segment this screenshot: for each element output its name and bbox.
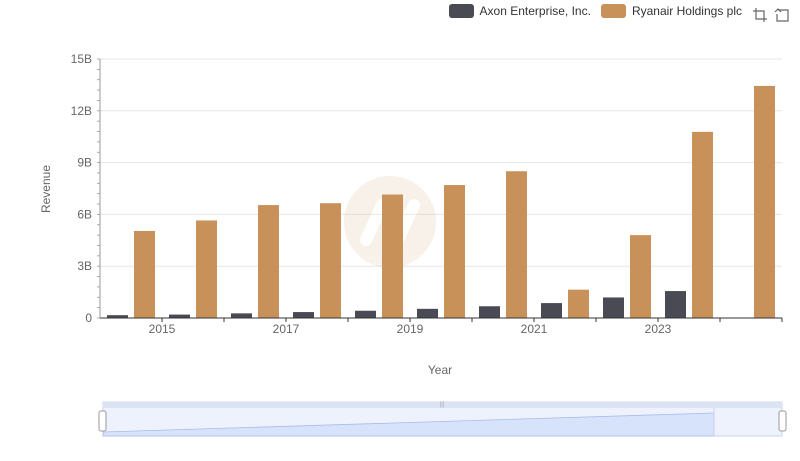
x-axis: 2015 2017 2019 2021 2023 — [100, 317, 783, 336]
bar-axon[interactable] — [479, 306, 500, 318]
bar-ryanair[interactable] — [568, 289, 589, 318]
x-tick-label: 2019 — [397, 322, 424, 336]
toolbox — [752, 7, 790, 23]
x-tick-label: 2017 — [273, 322, 300, 336]
x-tick-label: 2023 — [645, 322, 672, 336]
slider-left-handle[interactable] — [98, 410, 107, 432]
restore-icon[interactable] — [774, 7, 790, 23]
legend-item-ryanair[interactable]: Ryanair Holdings plc — [600, 4, 742, 18]
bar-ryanair[interactable] — [444, 185, 465, 318]
y-tick-label: 9B — [77, 156, 92, 170]
bar-ryanair[interactable] — [258, 205, 279, 318]
bar-ryanair[interactable] — [382, 194, 403, 318]
legend: Axon Enterprise, Inc. Ryanair Holdings p… — [448, 4, 742, 18]
y-tick-label: 0 — [85, 311, 92, 325]
zoom-select-icon[interactable] — [752, 7, 768, 23]
bar-ryanair[interactable] — [754, 85, 775, 318]
bar-axon[interactable] — [231, 313, 252, 318]
bar-ryanair[interactable] — [630, 235, 651, 318]
slider-handle-bar[interactable] — [103, 402, 782, 408]
bar-ryanair[interactable] — [134, 230, 155, 318]
y-axis: 0 3B 6B 9B 12B 15B — [71, 52, 101, 325]
y-axis-label: Revenue — [39, 165, 53, 213]
legend-swatch-ryanair — [600, 4, 626, 18]
bar-axon[interactable] — [169, 314, 190, 318]
bar-ryanair[interactable] — [692, 131, 713, 318]
bar-axon[interactable] — [417, 308, 438, 318]
slider-grip-icon[interactable]: ||| — [440, 402, 445, 408]
bar-axon[interactable] — [603, 297, 624, 318]
legend-item-axon[interactable]: Axon Enterprise, Inc. — [448, 4, 591, 18]
bar-axon[interactable] — [107, 315, 128, 318]
y-tick-label: 6B — [77, 207, 92, 221]
x-tick-label: 2015 — [149, 322, 176, 336]
y-tick-label: 12B — [71, 104, 92, 118]
grid-lines — [100, 58, 782, 267]
y-tick-label: 3B — [77, 259, 92, 273]
bar-axon[interactable] — [541, 303, 562, 318]
bar-ryanair[interactable] — [506, 171, 527, 318]
x-tick-label: 2021 — [521, 322, 548, 336]
legend-label-ryanair: Ryanair Holdings plc — [631, 4, 742, 18]
x-axis-label: Year — [428, 363, 452, 377]
data-zoom-slider[interactable]: ||| — [98, 401, 787, 437]
bar-axon[interactable] — [355, 310, 376, 318]
bar-ryanair[interactable] — [320, 203, 341, 318]
bar-ryanair[interactable] — [196, 220, 217, 318]
legend-label-axon: Axon Enterprise, Inc. — [479, 4, 591, 18]
legend-swatch-axon — [448, 4, 474, 18]
bars — [107, 85, 775, 318]
slider-right-handle[interactable] — [778, 410, 787, 432]
y-tick-label: 15B — [71, 52, 92, 66]
bar-axon[interactable] — [665, 291, 686, 318]
bar-axon[interactable] — [293, 312, 314, 318]
